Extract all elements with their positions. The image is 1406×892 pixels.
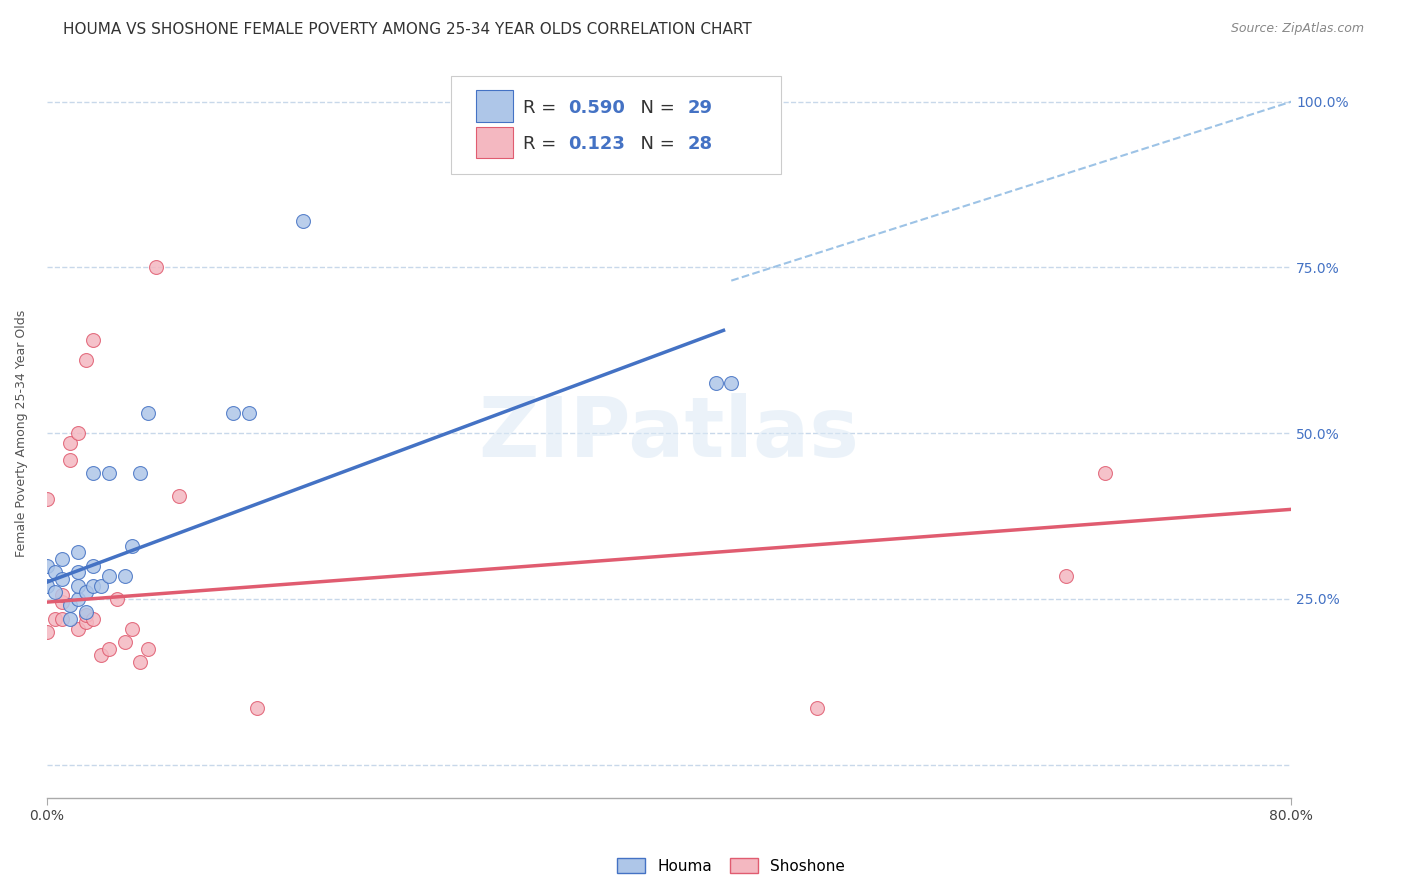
Point: [75, 585, 97, 599]
Text: N =: N =: [630, 135, 681, 153]
Point: [90, 648, 112, 662]
Point: [75, 615, 97, 629]
Text: N =: N =: [630, 99, 681, 117]
Point: [35, 492, 58, 507]
Point: [720, 376, 742, 391]
Point: [66, 545, 89, 559]
Point: [98, 568, 121, 582]
Point: [51, 589, 73, 603]
Point: [167, 489, 190, 503]
Point: [35, 558, 58, 573]
Point: [246, 701, 269, 715]
Y-axis label: Female Poverty Among 25-34 Year Olds: Female Poverty Among 25-34 Year Olds: [15, 310, 28, 557]
Point: [114, 568, 136, 582]
Point: [44, 585, 66, 599]
Point: [66, 426, 89, 441]
Legend: Houma, Shoshone: Houma, Shoshone: [612, 852, 851, 880]
Point: [44, 612, 66, 626]
Text: Source: ZipAtlas.com: Source: ZipAtlas.com: [1230, 22, 1364, 36]
Point: [51, 552, 73, 566]
Point: [1094, 466, 1116, 480]
Point: [82, 578, 104, 592]
Point: [704, 376, 727, 391]
Point: [90, 578, 112, 592]
Point: [75, 608, 97, 623]
Point: [136, 406, 159, 420]
Point: [129, 466, 152, 480]
Text: ZIPatlas: ZIPatlas: [478, 392, 859, 474]
Point: [75, 353, 97, 368]
Point: [66, 622, 89, 636]
Point: [238, 406, 260, 420]
Point: [35, 624, 58, 639]
Point: [82, 558, 104, 573]
Text: R =: R =: [523, 135, 568, 153]
Point: [51, 572, 73, 586]
Point: [129, 655, 152, 669]
Text: R =: R =: [523, 99, 562, 117]
Point: [292, 214, 315, 228]
Text: HOUMA VS SHOSHONE FEMALE POVERTY AMONG 25-34 YEAR OLDS CORRELATION CHART: HOUMA VS SHOSHONE FEMALE POVERTY AMONG 2…: [63, 22, 752, 37]
Point: [66, 566, 89, 580]
Point: [121, 622, 143, 636]
Point: [44, 566, 66, 580]
Point: [121, 539, 143, 553]
Point: [51, 612, 73, 626]
Point: [98, 641, 121, 656]
Point: [82, 333, 104, 347]
Point: [59, 612, 82, 626]
Point: [98, 466, 121, 480]
Point: [51, 595, 73, 609]
Point: [66, 578, 89, 592]
Point: [35, 578, 58, 592]
FancyBboxPatch shape: [451, 76, 782, 174]
Point: [145, 260, 167, 275]
Point: [105, 591, 128, 606]
FancyBboxPatch shape: [477, 127, 513, 158]
Point: [66, 591, 89, 606]
FancyBboxPatch shape: [477, 90, 513, 121]
Point: [82, 612, 104, 626]
Point: [59, 436, 82, 450]
Point: [75, 605, 97, 619]
Text: 29: 29: [688, 99, 713, 117]
Text: 0.123: 0.123: [568, 135, 626, 153]
Point: [82, 466, 104, 480]
Point: [114, 635, 136, 649]
Text: 28: 28: [688, 135, 713, 153]
Point: [806, 701, 828, 715]
Point: [59, 452, 82, 467]
Point: [136, 641, 159, 656]
Point: [222, 406, 245, 420]
Point: [59, 599, 82, 613]
Point: [1054, 568, 1077, 582]
Text: 0.590: 0.590: [568, 99, 626, 117]
